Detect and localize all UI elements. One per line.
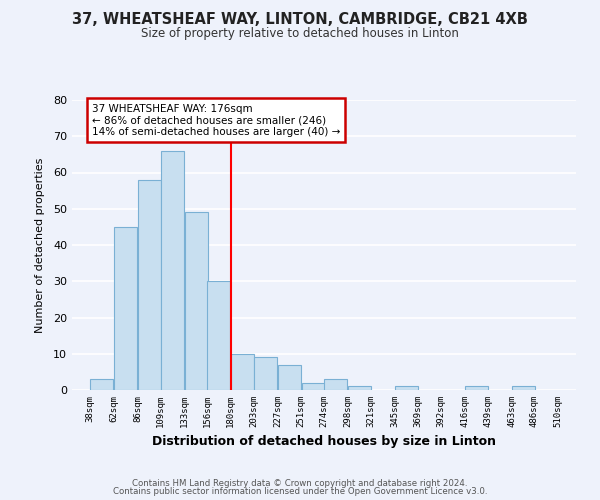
Bar (114, 227, 137, 390)
Bar (302, 383, 325, 390)
Y-axis label: Number of detached properties: Number of detached properties (35, 158, 44, 332)
Bar (348, 386, 371, 390)
Bar (512, 386, 535, 390)
Bar (138, 180, 161, 390)
Text: Size of property relative to detached houses in Linton: Size of property relative to detached ho… (141, 28, 459, 40)
Text: Contains public sector information licensed under the Open Government Licence v3: Contains public sector information licen… (113, 487, 487, 496)
Bar (395, 386, 418, 390)
Text: 37 WHEATSHEAF WAY: 176sqm
← 86% of detached houses are smaller (246)
14% of semi: 37 WHEATSHEAF WAY: 176sqm ← 86% of detac… (92, 104, 340, 137)
Bar (231, 354, 254, 390)
Bar (161, 151, 184, 390)
Bar (185, 212, 208, 390)
X-axis label: Distribution of detached houses by size in Linton: Distribution of detached houses by size … (152, 436, 496, 448)
Text: 37, WHEATSHEAF WAY, LINTON, CAMBRIDGE, CB21 4XB: 37, WHEATSHEAF WAY, LINTON, CAMBRIDGE, C… (72, 12, 528, 28)
Bar (254, 358, 277, 390)
Bar (465, 386, 488, 390)
Bar (325, 379, 347, 390)
Bar (208, 281, 230, 390)
Bar (90, 379, 113, 390)
Text: Contains HM Land Registry data © Crown copyright and database right 2024.: Contains HM Land Registry data © Crown c… (132, 478, 468, 488)
Bar (278, 364, 301, 390)
